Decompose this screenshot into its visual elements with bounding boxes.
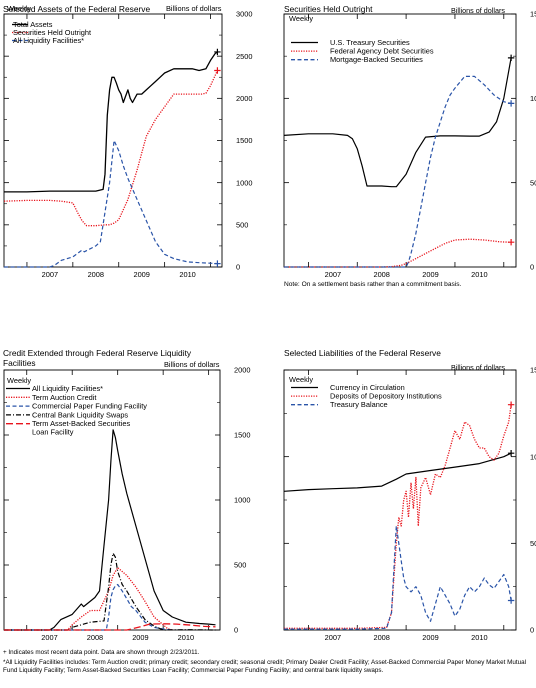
chart-4-title: Selected Liabilities of the Federal Rese… xyxy=(284,348,441,358)
x-tick-label: 2007 xyxy=(42,270,58,279)
legend-label: All Liquidity Facilities* xyxy=(13,36,84,45)
legend-label: Commercial Paper Funding Facility xyxy=(32,402,147,411)
x-tick-label: 2010 xyxy=(471,633,487,642)
y-tick-label: 1500 xyxy=(530,10,536,19)
x-tick-label: 2008 xyxy=(373,270,389,279)
y-tick-label: 1000 xyxy=(530,94,536,103)
series-line-3 xyxy=(4,139,218,268)
frequency-label: Weekly xyxy=(289,14,313,23)
legend-label: Term Asset-Backed Securities xyxy=(32,419,130,428)
latest-point-marker xyxy=(214,260,221,267)
latest-point-marker xyxy=(507,401,515,408)
legend-label: Deposits of Depository Institutions xyxy=(330,392,442,401)
legend-label: Federal Agency Debt Securities xyxy=(330,47,434,56)
x-tick-label: 2009 xyxy=(133,270,149,279)
series-line-5 xyxy=(4,623,216,631)
legend-label: Term Auction Credit xyxy=(32,393,97,402)
x-tick-label: 2007 xyxy=(325,270,341,279)
series-line-3 xyxy=(284,75,512,268)
series-line-1 xyxy=(283,57,512,188)
y-tick-label: 3000 xyxy=(236,10,252,19)
y-tick-label: 500 xyxy=(236,220,248,229)
chart-1-title: Selected Assets of the Federal Reserve xyxy=(3,4,151,14)
latest-point-marker xyxy=(507,450,515,457)
legend-label: Securities Held Outright xyxy=(13,28,91,37)
x-tick-label: 2008 xyxy=(88,270,104,279)
chart-3-title: Credit Extended through Federal Reserve … xyxy=(3,348,192,368)
chart-4-units: Billions of dollars xyxy=(451,363,505,372)
y-tick-label: 1500 xyxy=(236,136,252,145)
series-line-2 xyxy=(284,404,512,629)
footnote-recent-point: + Indicates most recent data point. Data… xyxy=(3,649,200,656)
x-tick-label: 2008 xyxy=(87,633,103,642)
y-tick-label: 0 xyxy=(234,626,238,635)
y-tick-label: 1500 xyxy=(530,366,536,375)
legend-label: Treasury Balance xyxy=(330,400,388,409)
series-line-4 xyxy=(4,552,216,631)
frequency-label: Weekly xyxy=(7,376,31,385)
latest-point-marker xyxy=(507,100,515,107)
x-tick-label: 2007 xyxy=(41,633,57,642)
y-tick-label: 1000 xyxy=(236,178,252,187)
series-line-1 xyxy=(283,452,512,492)
x-tick-label: 2010 xyxy=(179,270,195,279)
frequency-label: Weekly xyxy=(289,375,313,384)
frequency-label: Weekly xyxy=(7,4,31,13)
latest-point-marker xyxy=(507,54,515,62)
series-line-2 xyxy=(4,566,173,631)
latest-point-marker xyxy=(507,239,515,246)
series-line-1 xyxy=(4,51,218,193)
y-tick-label: 2000 xyxy=(236,94,252,103)
y-tick-label: 1000 xyxy=(530,452,536,461)
legend-label: Currency in Circulation xyxy=(330,383,405,392)
latest-point-marker xyxy=(214,67,221,74)
legend-label: All Liquidity Facilities* xyxy=(32,384,103,393)
y-tick-label: 500 xyxy=(234,561,246,570)
y-tick-label: 0 xyxy=(236,263,240,272)
legend-label: U.S. Treasury Securities xyxy=(330,38,410,47)
series-line-3 xyxy=(4,583,173,631)
series-line-2 xyxy=(284,238,512,268)
y-tick-label: 2000 xyxy=(234,366,250,375)
series-line-2 xyxy=(3,70,218,227)
chart-2-title: Securities Held Outright xyxy=(284,4,373,14)
x-tick-label: 2008 xyxy=(373,633,389,642)
y-tick-label: 1500 xyxy=(234,431,250,440)
chart-2-note: Note: On a settlement basis rather than … xyxy=(284,281,462,288)
latest-point-marker xyxy=(214,48,221,56)
y-tick-label: 2500 xyxy=(236,52,252,61)
units-label: Billions of dollars xyxy=(166,4,222,13)
latest-point-marker xyxy=(507,597,515,604)
legend-label: Central Bank Liquidity Swaps xyxy=(32,410,128,419)
x-tick-label: 2009 xyxy=(132,633,148,642)
y-tick-label: 1000 xyxy=(234,496,250,505)
y-tick-label: 500 xyxy=(530,539,536,548)
legend-label: Total Assets xyxy=(13,20,53,29)
x-tick-label: 2010 xyxy=(471,270,487,279)
x-tick-label: 2009 xyxy=(422,270,438,279)
x-tick-label: 2009 xyxy=(422,633,438,642)
units-label: Billions of dollars xyxy=(164,360,220,369)
plot-frame xyxy=(283,369,517,631)
y-tick-label: 500 xyxy=(530,178,536,187)
footnote-facilities: *All Liquidity Facilities includes: Term… xyxy=(3,659,527,675)
series-line-1 xyxy=(4,429,216,631)
y-tick-label: 0 xyxy=(530,626,534,635)
legend-label-cont: Loan Facility xyxy=(32,428,74,437)
x-tick-label: 2010 xyxy=(178,633,194,642)
series-line-3 xyxy=(284,525,512,630)
chart-2-units: Billions of dollars xyxy=(451,6,505,15)
y-tick-label: 0 xyxy=(530,263,534,272)
legend-label: Mortgage-Backed Securities xyxy=(330,55,423,64)
x-tick-label: 2007 xyxy=(325,633,341,642)
